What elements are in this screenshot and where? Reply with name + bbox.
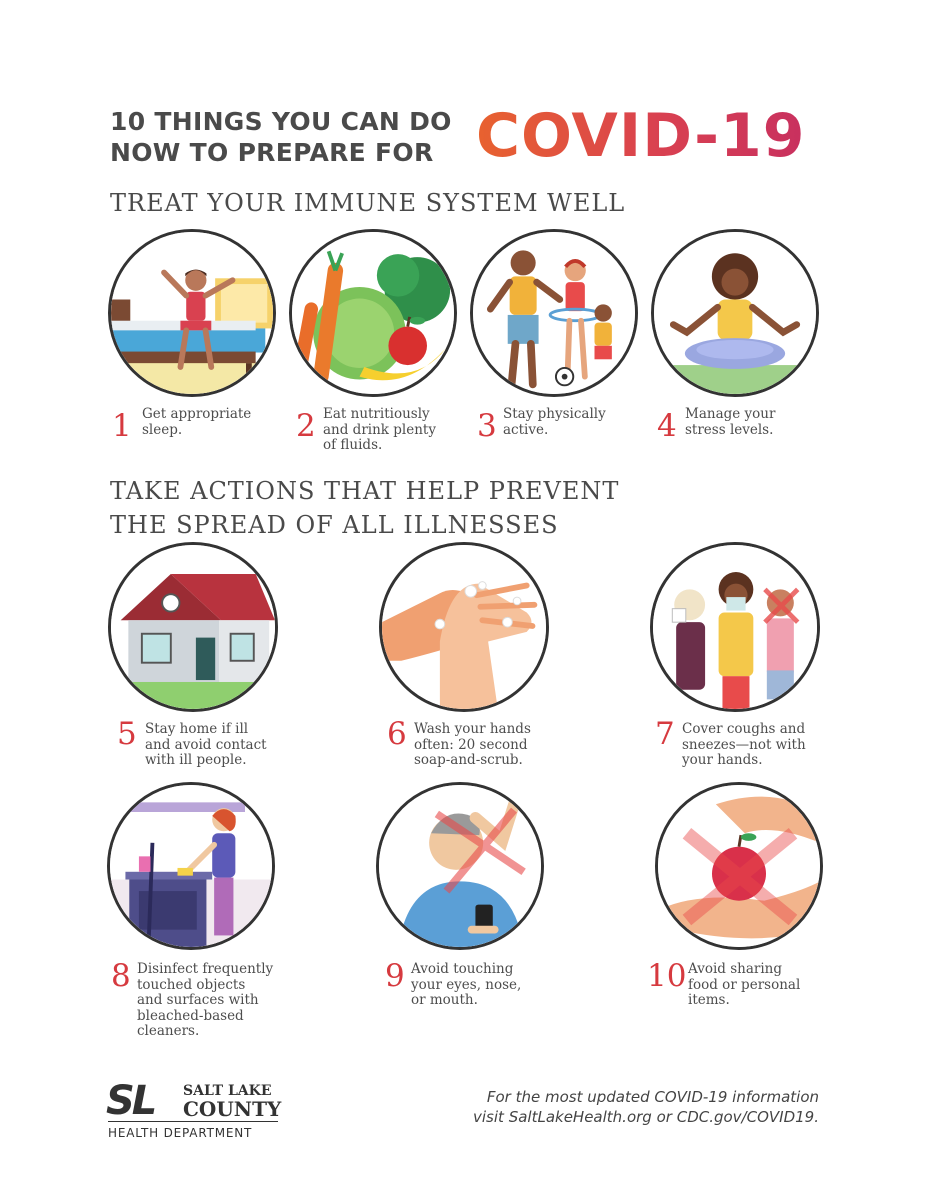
logo-divider	[108, 1121, 278, 1122]
sharing-apple-illustration	[655, 782, 823, 950]
title-line-2: NOW TO PREPARE FOR	[110, 138, 434, 167]
tip-caption-9: Avoid touching your eyes, nose, or mouth.	[411, 961, 522, 1008]
tip-caption-6: Wash your hands often: 20 second soap-and-…	[414, 721, 531, 768]
tip-number-10: 10	[647, 958, 687, 994]
house-illustration	[108, 542, 278, 712]
section-heading-immune: TREAT YOUR IMMUNE SYSTEM WELL	[110, 189, 626, 217]
tip-caption-2: Eat nutritiously and drink plenty of fluid…	[323, 406, 436, 453]
tip-caption-10: Avoid sharing food or personal items.	[688, 961, 801, 1008]
logo-county-name: SALT LAKE COUNTY	[183, 1083, 282, 1121]
tip-number-8: 8	[111, 958, 131, 994]
tip-caption-5: Stay home if ill and avoid contact with il…	[145, 721, 267, 768]
meditation-illustration	[651, 229, 819, 397]
tip-caption-7: Cover coughs and sneezes—not with your han…	[682, 721, 806, 768]
bed-wake-up-illustration	[108, 229, 276, 397]
footer-info-line-2: visit SaltLakeHealth.org or CDC.gov/COVI…	[473, 1108, 819, 1126]
section-heading-prevent: TAKE ACTIONS THAT HELP PREVENT THE SPREA…	[110, 477, 620, 539]
footer-info-line-1: For the most updated COVID-19 informatio…	[486, 1088, 819, 1106]
coughing-children-illustration	[650, 542, 820, 712]
tip-number-2: 2	[296, 408, 316, 444]
tip-number-1: 1	[112, 408, 132, 444]
tip-caption-1: Get appropriate sleep.	[142, 406, 252, 438]
touching-face-illustration	[376, 782, 544, 950]
family-exercise-illustration	[470, 229, 638, 397]
tip-number-5: 5	[117, 716, 137, 752]
tip-number-9: 9	[385, 958, 405, 994]
cdc-link[interactable]: CDC.gov/COVID19	[676, 1108, 815, 1126]
title-line-1: 10 THINGS YOU CAN DO	[110, 107, 452, 136]
tip-number-7: 7	[655, 716, 675, 752]
tip-caption-4: Manage your stress levels.	[685, 406, 776, 438]
main-title: 10 THINGS YOU CAN DO NOW TO PREPARE FOR	[110, 106, 490, 168]
tip-caption-8: Disinfect frequently touched objects and s…	[137, 961, 274, 1039]
saltlakehealth-link[interactable]: SaltLakeHealth.org	[508, 1108, 652, 1126]
tip-number-3: 3	[477, 408, 497, 444]
vegetables-fruit-illustration	[289, 229, 457, 397]
cleaning-kitchen-illustration	[107, 782, 275, 950]
salt-lake-county-logo-mark: SL	[106, 1078, 157, 1124]
handwashing-illustration	[379, 542, 549, 712]
tip-number-4: 4	[657, 408, 677, 444]
footer-info: For the most updated COVID-19 informatio…	[473, 1087, 819, 1127]
tip-number-6: 6	[387, 716, 407, 752]
tip-caption-3: Stay physically active.	[503, 406, 606, 438]
logo-department: HEALTH DEPARTMENT	[108, 1126, 253, 1140]
covid-title: COVID-19	[476, 96, 806, 176]
